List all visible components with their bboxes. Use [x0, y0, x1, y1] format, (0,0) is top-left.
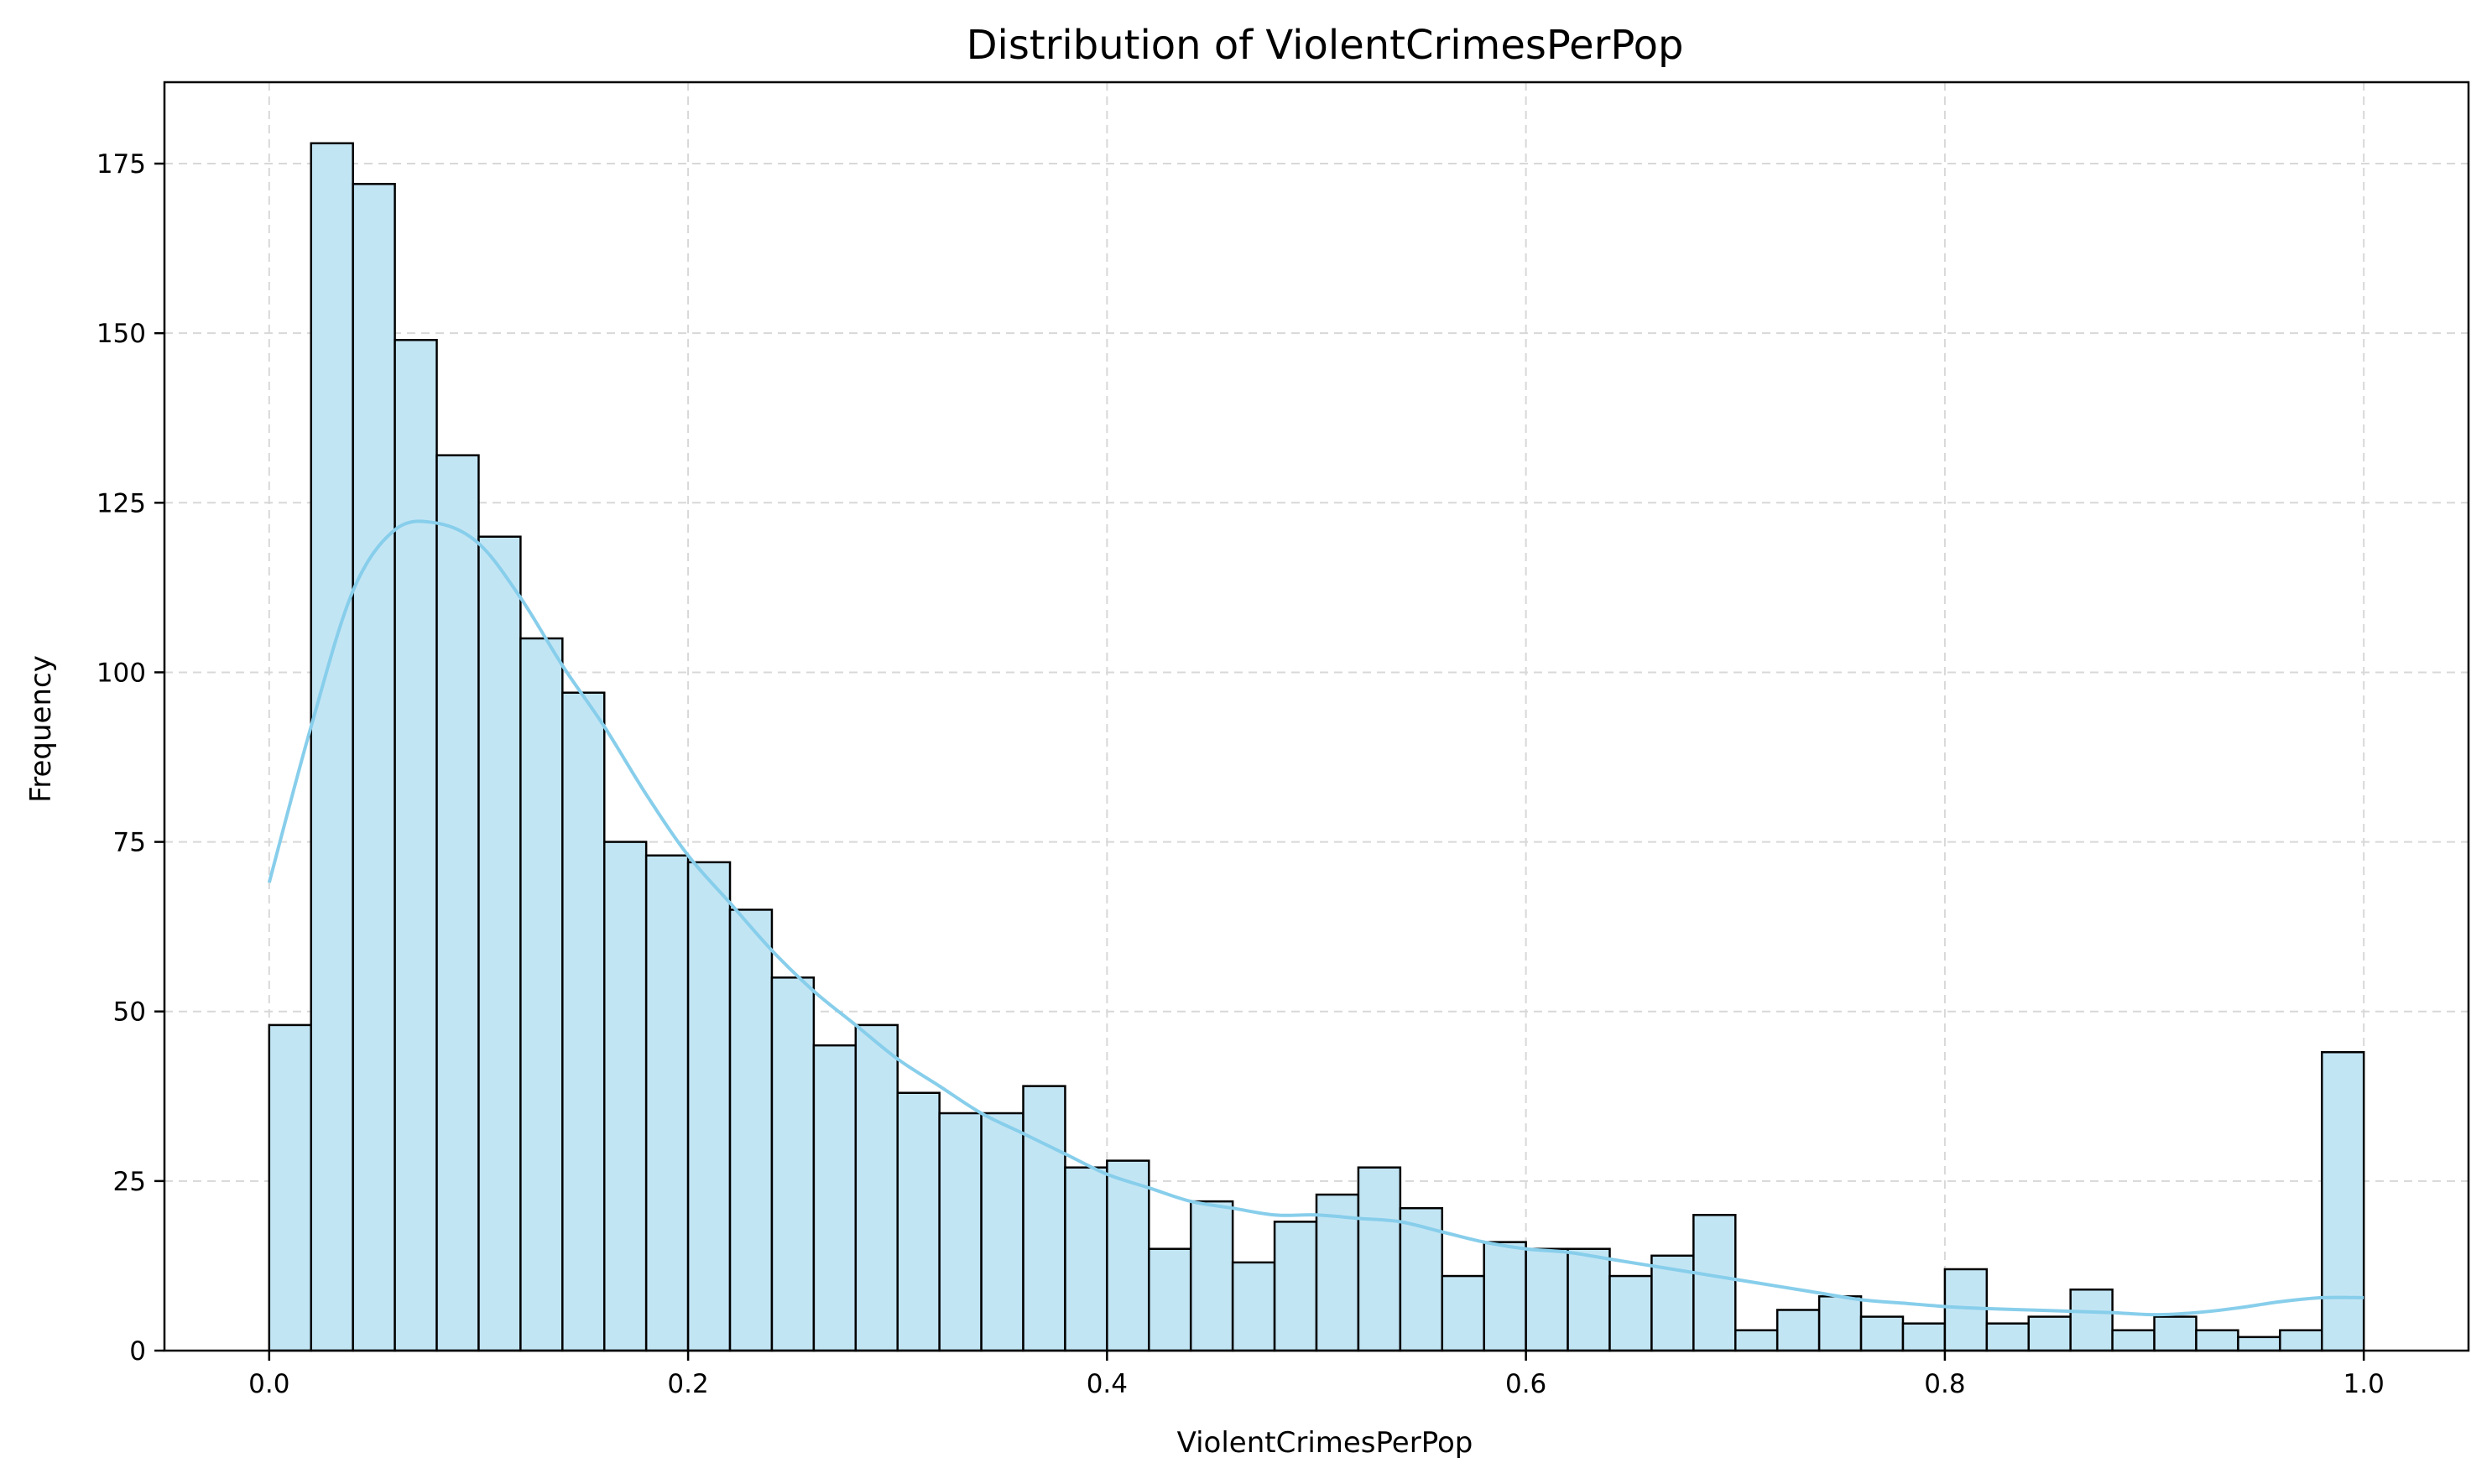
y-tick-label: 100 [96, 658, 146, 688]
histogram-bar [1106, 1159, 1150, 1352]
histogram-bar [1064, 1166, 1108, 1352]
histogram-bar [1483, 1241, 1527, 1352]
x-tick-label: 1.0 [2343, 1369, 2385, 1399]
y-tick-label: 75 [113, 828, 146, 858]
y-tick-label: 175 [96, 149, 146, 180]
plot-frame [163, 81, 2470, 1352]
histogram-bar [1399, 1206, 1444, 1352]
histogram-bar [1985, 1322, 2031, 1352]
histogram-bar [728, 909, 774, 1352]
histogram-bar [2237, 1336, 2281, 1352]
histogram-bars [268, 142, 2365, 1352]
x-tick-label: 0.4 [1087, 1369, 1128, 1399]
histogram-bar [2027, 1315, 2072, 1352]
histogram-bar [1775, 1309, 1821, 1352]
histogram-bar [2279, 1329, 2323, 1352]
x-tick-label: 0.0 [248, 1369, 289, 1399]
histogram-bar [268, 1023, 312, 1352]
histogram-bar [1817, 1295, 1863, 1352]
x-axis-title: ViolentCrimesPerPop [1177, 1426, 1473, 1460]
histogram-bar [1231, 1261, 1276, 1352]
histogram-bar [854, 1023, 899, 1352]
y-axis-ticks: 0 25 50 75 100 125 150 175 [96, 149, 164, 1367]
histogram-bar [938, 1112, 983, 1352]
x-tick-label: 0.6 [1505, 1369, 1546, 1399]
histogram-bar [2153, 1315, 2197, 1352]
histogram-bar [2069, 1288, 2114, 1352]
histogram-bar [1692, 1214, 1737, 1352]
histogram-bar [1567, 1247, 1611, 1352]
histogram-bar [1148, 1247, 1192, 1352]
histogram-bar [896, 1091, 941, 1352]
histogram-bar [1608, 1274, 1653, 1352]
histogram-bar [477, 535, 522, 1352]
histogram-bar [352, 183, 396, 1352]
histogram-bar [2111, 1329, 2156, 1352]
histogram-bar [2195, 1329, 2239, 1352]
x-tick-label: 0.2 [667, 1369, 708, 1399]
y-axis-title: Frequency [24, 655, 58, 803]
histogram-bar [310, 142, 354, 1352]
histogram-bar [1734, 1329, 1779, 1352]
histogram-bar [644, 854, 690, 1352]
x-axis-ticks: 0.0 0.2 0.4 0.6 0.8 1.0 [248, 1351, 2385, 1399]
kde-curve [267, 519, 2364, 1317]
histogram-bar [1901, 1322, 1947, 1352]
y-tick-label: 150 [96, 319, 146, 349]
histogram-bar [812, 1044, 858, 1352]
histogram-bar [1859, 1315, 1905, 1352]
histogram-bar [1441, 1274, 1485, 1352]
y-tick-label: 50 [113, 997, 146, 1028]
histogram-bar [435, 454, 480, 1352]
y-tick-label: 0 [129, 1336, 146, 1367]
y-tick-label: 25 [113, 1167, 146, 1197]
x-tick-label: 0.8 [1924, 1369, 1965, 1399]
kde-line [267, 519, 2364, 1317]
histogram-bar [1273, 1221, 1318, 1352]
histogram-bar [1357, 1166, 1402, 1352]
histogram-bar [561, 691, 606, 1352]
histogram-bar [1525, 1247, 1569, 1352]
histogram-bar [602, 841, 648, 1352]
histogram-bar [2321, 1050, 2365, 1352]
chart-title: Distribution of ViolentCrimesPerPop [967, 22, 1684, 69]
histogram-bar [519, 637, 564, 1352]
histogram-bar [980, 1112, 1024, 1352]
histogram-bar [770, 976, 816, 1352]
histogram-bar [394, 339, 438, 1352]
histogram-bar [686, 861, 732, 1352]
y-tick-label: 125 [96, 488, 146, 518]
histogram-bar [1189, 1200, 1234, 1352]
histogram-bar [1022, 1085, 1066, 1352]
